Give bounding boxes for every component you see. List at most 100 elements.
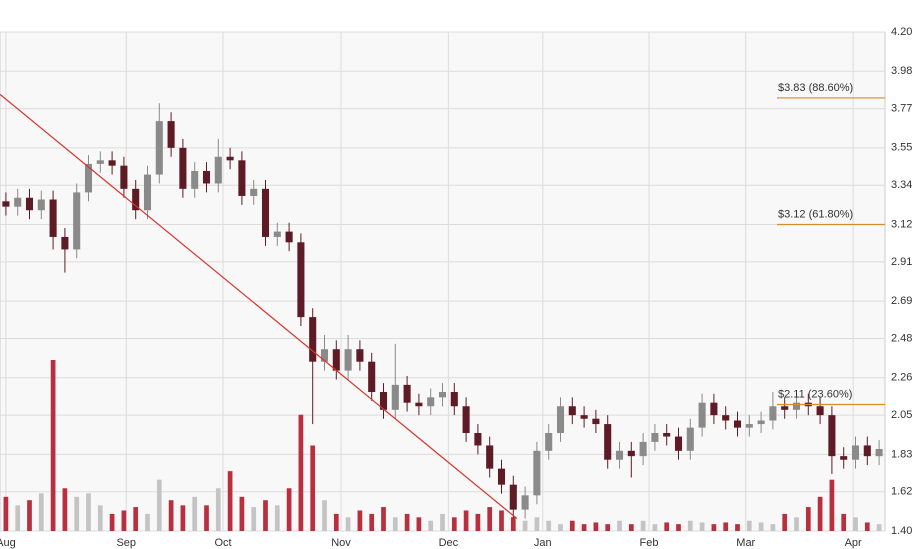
candle-body (84, 163, 93, 193)
y-tick-label: 3.34 (891, 179, 912, 191)
candle-body (486, 445, 494, 469)
candle-body (580, 415, 588, 419)
candle-body (167, 121, 175, 148)
candle-body (415, 402, 423, 407)
x-tick-label: Mar (736, 537, 755, 549)
fib-label: $3.12 (61.80%) (778, 208, 853, 220)
candle-body (663, 432, 671, 437)
volume-bar (735, 524, 740, 531)
volume-bar (357, 510, 363, 531)
candle-body (533, 450, 541, 496)
candle-body (37, 199, 45, 211)
volume-bar (15, 505, 21, 531)
candle-body (639, 441, 647, 457)
volume-bar (652, 524, 658, 531)
volume-bar (121, 510, 127, 531)
fib-label: $3.83 (88.60%) (778, 82, 853, 94)
candle-body (379, 391, 388, 410)
volume-bar (593, 522, 599, 531)
volume-bar (404, 513, 410, 531)
candle-body (250, 188, 258, 196)
volume-bar (204, 505, 209, 531)
candle-body (214, 156, 222, 184)
volume-bar (62, 488, 68, 531)
candle-body (745, 424, 753, 428)
candle-body (344, 349, 352, 371)
candle-body (403, 384, 411, 403)
y-tick-label: 4.20 (891, 26, 912, 38)
volume-bar (298, 414, 304, 531)
volume-bar (145, 513, 150, 531)
volume-bar (50, 360, 56, 531)
volume-bar (794, 517, 799, 531)
volume-bar (463, 510, 469, 531)
candle-body (722, 415, 730, 421)
candle-body (863, 445, 871, 457)
volume-bar (192, 496, 198, 531)
volume-bar (251, 507, 257, 531)
candle-body (427, 397, 435, 407)
volume-bar (876, 524, 882, 531)
volume-bar (156, 479, 162, 531)
volume-bar (864, 522, 870, 531)
y-tick-label: 1.62 (891, 486, 912, 498)
candle-body (509, 484, 517, 510)
candle-body (698, 402, 706, 428)
volume-bar (3, 496, 9, 531)
volume-bar (428, 520, 434, 531)
volume-bar (274, 505, 280, 531)
volume-bar (711, 524, 717, 531)
volume-bar (392, 517, 398, 531)
y-tick-label: 2.48 (891, 332, 912, 344)
candle-body (309, 317, 317, 362)
candle-body (297, 242, 305, 318)
volume-bar (746, 520, 752, 531)
volume-bar (546, 520, 552, 531)
candle-body (96, 160, 104, 164)
x-tick-label: Feb (640, 537, 659, 549)
volume-bar (853, 517, 858, 531)
volume-bar (227, 471, 233, 531)
candle-body (2, 201, 10, 207)
candle-body (202, 171, 211, 184)
y-tick-label: 2.69 (891, 295, 912, 307)
candle-body (497, 468, 506, 485)
volume-bar (215, 488, 221, 531)
volume-bar (38, 493, 44, 531)
x-tick-label: Apr (845, 537, 862, 549)
candle-body (49, 199, 57, 237)
volume-bar (628, 524, 634, 531)
volume-bar (369, 513, 375, 531)
plot-area (0, 31, 886, 532)
volume-bar (522, 520, 528, 531)
candle-body (285, 231, 293, 243)
candle-body (674, 436, 683, 451)
volume-bar (782, 513, 788, 531)
volume-bar (829, 479, 835, 531)
candle-body (261, 188, 270, 237)
candle-body (132, 188, 140, 211)
candle-body (391, 384, 399, 410)
volume-bar (676, 524, 681, 531)
candle-body (875, 449, 883, 457)
candle-body (781, 406, 789, 410)
volume-bar (664, 522, 670, 531)
candle-body (769, 406, 777, 421)
volume-bar (558, 524, 563, 531)
candle-body (226, 156, 234, 161)
candle-body (627, 450, 635, 457)
candle-body (521, 495, 529, 510)
volume-bar (440, 513, 445, 531)
candle-body (545, 432, 553, 451)
volume-bar (805, 507, 811, 531)
candle-body (356, 349, 364, 362)
candle-body (651, 432, 659, 442)
candle-body (450, 391, 458, 407)
y-tick-label: 3.77 (891, 103, 912, 115)
volume-bar (817, 496, 823, 531)
candle-body (320, 349, 329, 362)
volume-bar (109, 513, 115, 531)
candle-body (615, 450, 624, 460)
volume-bar (451, 517, 457, 531)
